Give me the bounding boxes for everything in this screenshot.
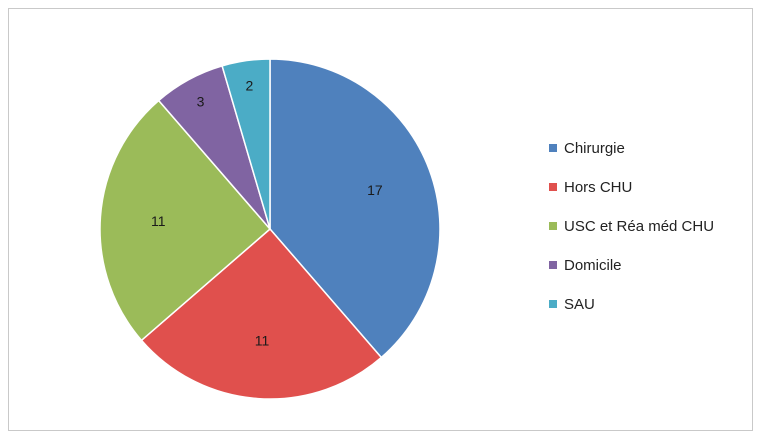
data-label-domicile: 3 <box>197 94 205 110</box>
legend-swatch-domicile <box>549 261 557 269</box>
legend-label-chirurgie: Chirurgie <box>564 139 625 157</box>
legend-swatch-chirurgie <box>549 144 557 152</box>
legend-item-domicile: Domicile <box>549 255 714 275</box>
legend-label-hors-chu: Hors CHU <box>564 178 633 196</box>
data-label-chirurgie: 17 <box>367 182 383 198</box>
pie-slice-sau <box>221 58 271 230</box>
pie-slice-chirurgie <box>269 58 441 359</box>
legend-swatch-hors-chu <box>549 183 557 191</box>
legend-label-usc-rea: USC et Réa méd CHU <box>564 217 715 235</box>
pie-slice-usc-rea <box>99 99 272 342</box>
legend-swatch-usc-rea <box>549 222 557 230</box>
data-label-hors-chu: 11 <box>255 333 270 349</box>
data-label-sau: 2 <box>245 77 253 93</box>
legend-label-sau: SAU <box>564 295 595 313</box>
data-label-usc-rea: 11 <box>151 213 166 229</box>
legend-label-domicile: Domicile <box>564 256 622 274</box>
legend-item-chirurgie: Chirurgie <box>549 138 714 158</box>
pie-slice-hors-chu <box>140 227 383 400</box>
legend-item-usc-rea: USC et Réa méd CHU <box>549 216 714 236</box>
legend-item-hors-chu: Hors CHU <box>549 177 714 197</box>
legend-swatch-sau <box>549 300 557 308</box>
legend-item-sau: SAU <box>549 294 714 314</box>
legend: Chirurgie Hors CHU USC et Réa méd CHU Do… <box>549 138 714 333</box>
